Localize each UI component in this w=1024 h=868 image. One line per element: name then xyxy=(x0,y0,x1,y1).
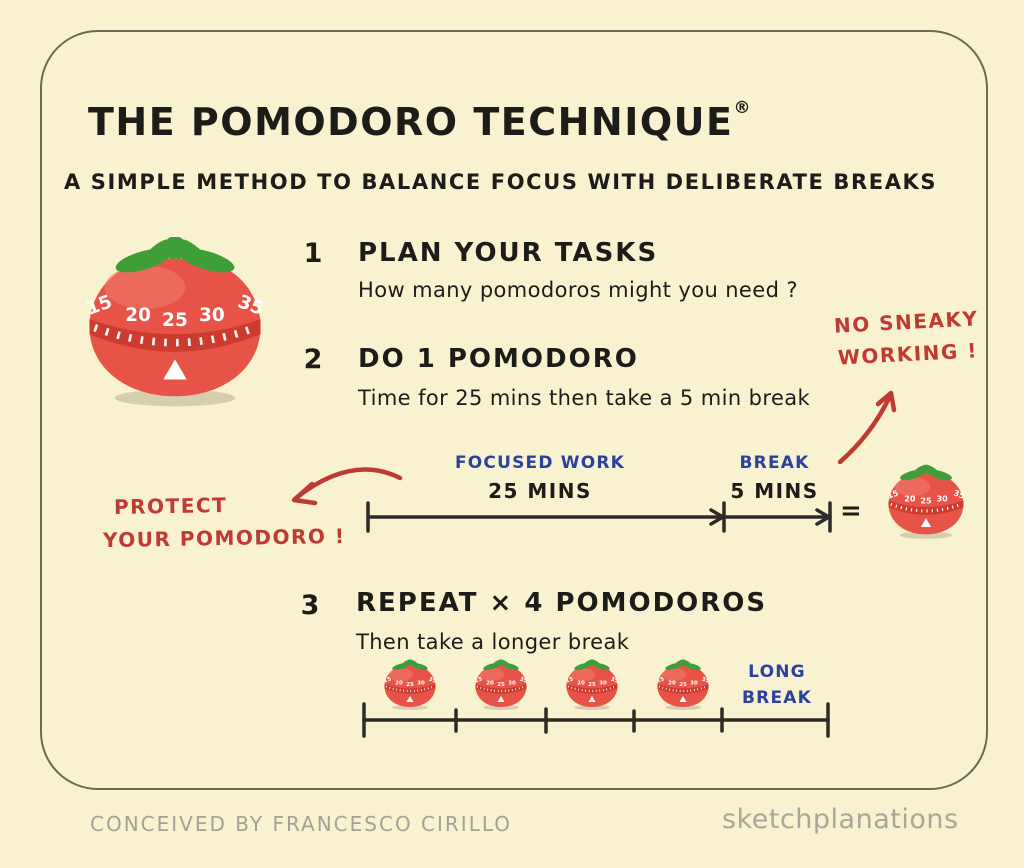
svg-text:30: 30 xyxy=(599,681,607,687)
step-1-number: 1 xyxy=(303,238,323,269)
svg-text:25: 25 xyxy=(162,310,188,331)
long-break-line1: LONG xyxy=(748,662,806,682)
step-2-detail: Time for 25 mins then take a 5 min break xyxy=(358,386,811,410)
footer-credit: CONCEIVED BY FRANCESCO CIRILLO xyxy=(90,812,513,836)
protect-pomodoro-note-line1: PROTECT xyxy=(113,493,228,519)
registered-trademark-symbol: ® xyxy=(733,98,751,118)
svg-text:15: 15 xyxy=(886,488,900,500)
step-1-detail: How many pomodoros might you need ? xyxy=(358,278,798,302)
focused-work-label: FOCUSED WORK xyxy=(454,453,626,473)
svg-text:15: 15 xyxy=(565,676,574,684)
title-text: THE POMODORO TECHNIQUE xyxy=(88,100,734,144)
break-label: BREAK xyxy=(739,453,810,473)
svg-text:15: 15 xyxy=(383,676,392,684)
long-break-line2: BREAK xyxy=(742,688,812,708)
tomato-timer-icon: 15 20 25 30 35 xyxy=(380,658,440,712)
tomato-timer-icon: 15 20 25 30 35 xyxy=(653,658,713,712)
svg-text:20: 20 xyxy=(577,681,585,687)
long-break-label: LONG BREAK xyxy=(722,662,832,708)
svg-text:25: 25 xyxy=(497,682,505,688)
arrow-to-no-sneaky-icon xyxy=(837,390,897,465)
svg-text:15: 15 xyxy=(474,676,483,684)
svg-text:25: 25 xyxy=(679,682,687,688)
page-title: THE POMODORO TECHNIQUE® xyxy=(88,98,750,144)
equals-sign: = xyxy=(840,496,862,526)
svg-text:20: 20 xyxy=(125,305,151,326)
tomato-timer-icon: 15 20 25 30 35 xyxy=(471,658,531,712)
svg-text:25: 25 xyxy=(588,682,596,688)
svg-text:25: 25 xyxy=(920,497,932,506)
step-2-number: 2 xyxy=(303,344,323,375)
svg-text:35: 35 xyxy=(519,676,528,684)
svg-text:15: 15 xyxy=(656,676,665,684)
repeat-timeline xyxy=(362,702,830,738)
step-3-heading: REPEAT × 4 POMODOROS xyxy=(356,588,768,618)
arrow-to-protect-icon xyxy=(291,467,403,506)
footer-brand-sketchplanations: sketchplanations xyxy=(722,804,959,835)
svg-text:30: 30 xyxy=(937,494,949,503)
break-duration: 5 MINS xyxy=(730,479,819,503)
svg-text:20: 20 xyxy=(395,681,403,687)
svg-text:35: 35 xyxy=(701,676,710,684)
svg-text:25: 25 xyxy=(406,682,414,688)
sketch-frame xyxy=(40,30,988,790)
step-3-detail: Then take a longer break xyxy=(356,630,630,654)
protect-pomodoro-note-line2: YOUR POMODORO ! xyxy=(102,523,346,553)
svg-text:30: 30 xyxy=(199,305,225,326)
focused-work-duration: 25 MINS xyxy=(488,479,592,503)
svg-text:30: 30 xyxy=(417,681,425,687)
svg-text:20: 20 xyxy=(486,681,494,687)
step-3-number: 3 xyxy=(300,590,320,621)
svg-text:30: 30 xyxy=(690,681,698,687)
svg-text:35: 35 xyxy=(952,488,966,500)
svg-text:30: 30 xyxy=(508,681,516,687)
svg-text:20: 20 xyxy=(904,494,916,503)
step-1-heading: PLAN YOUR TASKS xyxy=(358,238,659,268)
svg-text:35: 35 xyxy=(610,676,619,684)
step-2-heading: DO 1 POMODORO xyxy=(358,344,639,374)
svg-text:35: 35 xyxy=(428,676,437,684)
tomato-timer-icon: 15 20 25 30 35 xyxy=(562,658,622,712)
pomodoro-row: 15 20 25 30 35 15 20 25 30 35 15 20 25 xyxy=(356,658,838,716)
page-subtitle: A SIMPLE METHOD TO BALANCE FOCUS WITH DE… xyxy=(64,170,938,194)
pomodoro-timeline xyxy=(366,501,833,533)
svg-text:20: 20 xyxy=(668,681,676,687)
tomato-timer-icon: 15 20 25 30 35 xyxy=(882,462,970,540)
tomato-timer-icon: 15 20 25 30 35 xyxy=(74,232,276,408)
no-sneaky-working-note: NO SNEAKY WORKING ! xyxy=(821,306,994,371)
